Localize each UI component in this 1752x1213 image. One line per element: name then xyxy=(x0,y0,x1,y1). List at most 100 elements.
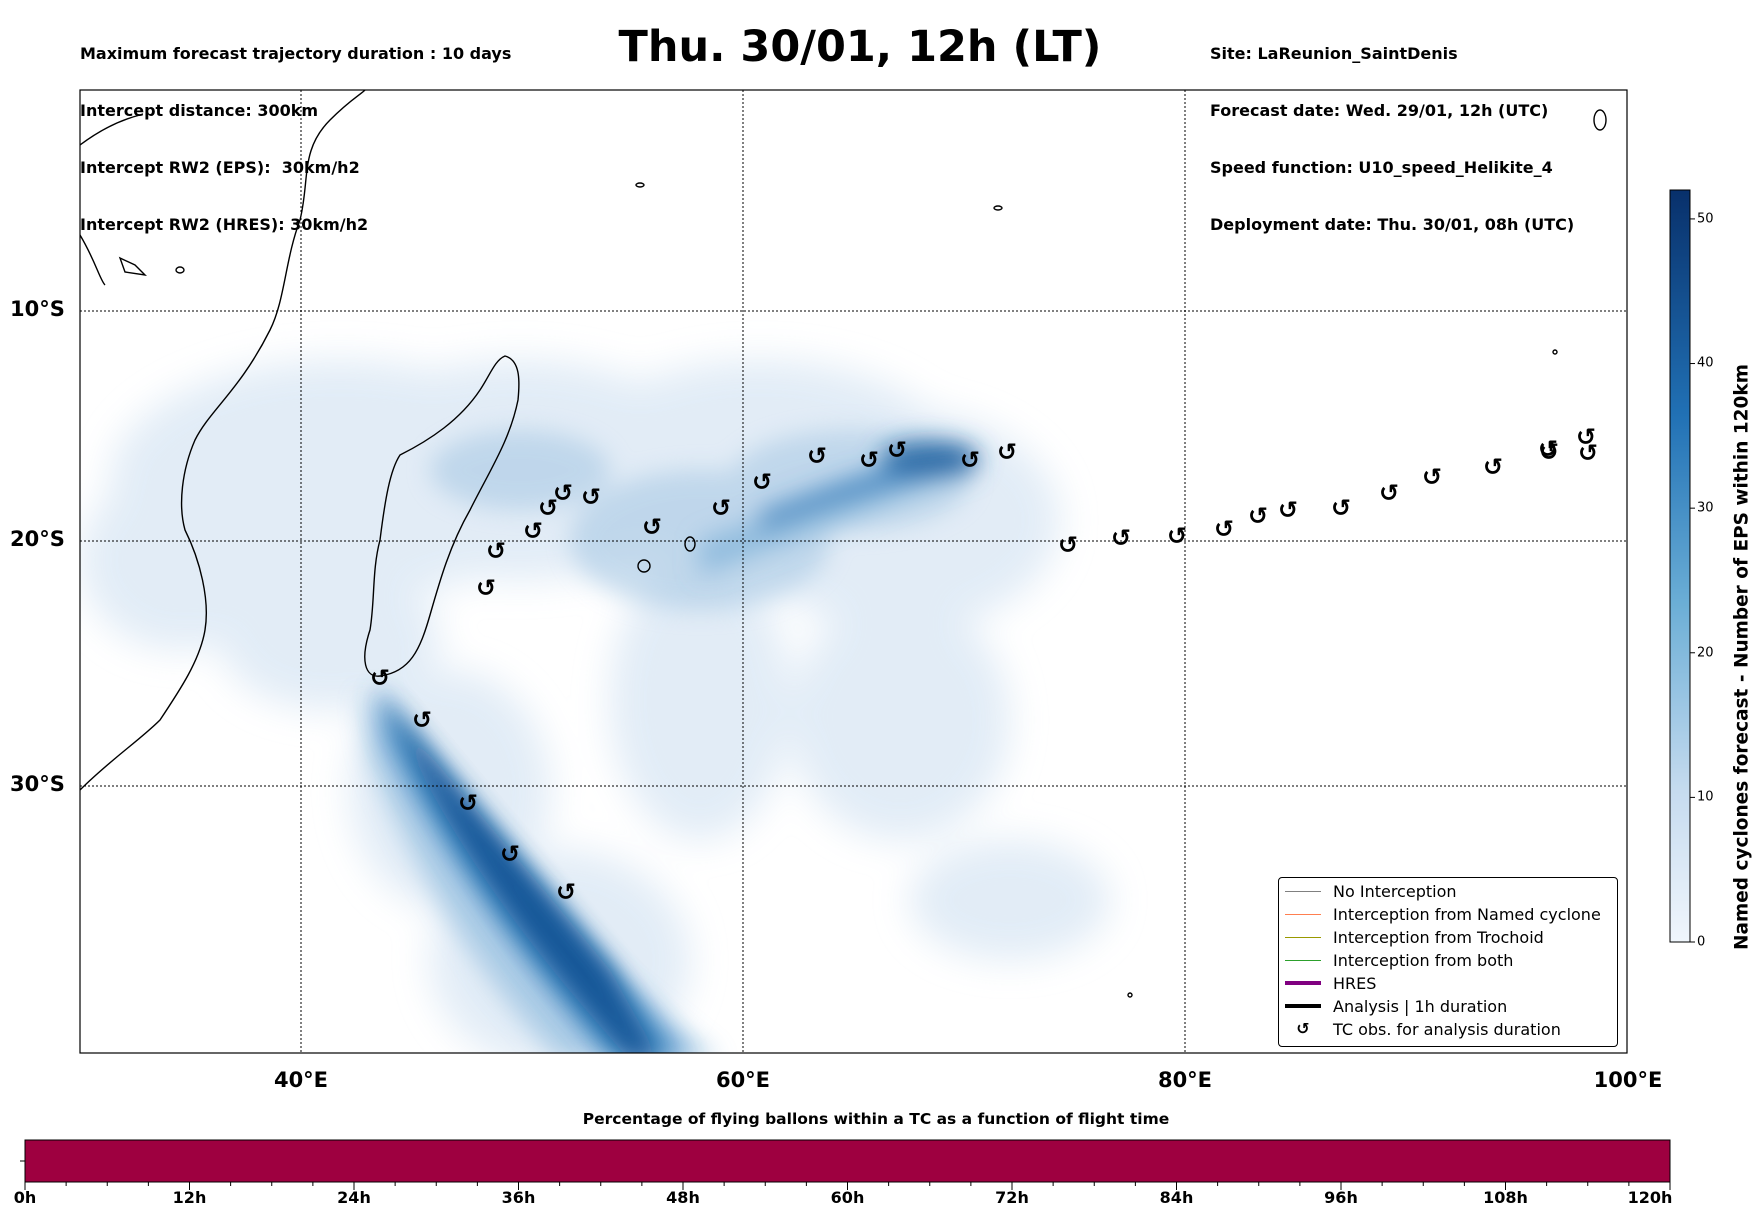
legend-item-analysis: Analysis | 1h duration xyxy=(1285,995,1507,1017)
cyclone-marker-icon: ↺ xyxy=(1538,435,1558,463)
header-line: Site: LaReunion_SaintDenis xyxy=(1210,44,1458,63)
legend-label: Interception from Trochoid xyxy=(1333,927,1544,947)
cyclone-marker-icon: ↺ xyxy=(486,537,506,565)
header-line: Maximum forecast trajectory duration : 1… xyxy=(80,44,512,63)
cyclone-marker-icon: ↺ xyxy=(887,436,907,464)
legend-item-tc-obs: ↺ TC obs. for analysis duration xyxy=(1285,1018,1561,1040)
cyclone-marker-icon: ↺ xyxy=(370,664,390,692)
cyclone-marker-icon: ↺ xyxy=(1296,1019,1310,1038)
legend-swatch xyxy=(1285,913,1321,915)
map-legend: No Interception Interception from Named … xyxy=(1278,877,1618,1047)
cyclone-marker-icon: ↺ xyxy=(458,789,478,817)
coastlines xyxy=(80,90,1607,998)
colorbar-tick-label: 30 xyxy=(1697,500,1714,516)
legend-item-hres: HRES xyxy=(1285,972,1376,994)
colorbar-gradient xyxy=(1669,189,1691,943)
header-line: Forecast date: Wed. 29/01, 12h (UTC) xyxy=(1210,101,1549,120)
cyclone-marker-icon: ↺ xyxy=(538,494,558,522)
lon-label-80e: 80°E xyxy=(1157,1068,1213,1092)
legend-swatch xyxy=(1285,959,1321,961)
flight-time-label: 24h xyxy=(337,1188,371,1207)
flight-time-label: 108h xyxy=(1483,1188,1528,1207)
map-plot-area: ↺↺↺↺↺↺↺↺↺↺ ↺↺↺↺↺ ↺ ↺ ↺ ↺↺ ↺ ↺ ↺ ↺ ↺ ↺↺↺ ↺↺↺ ↺↺ xyxy=(80,90,1627,1053)
cyclone-marker-icon: ↺ xyxy=(553,479,573,507)
eps-density-north-band xyxy=(700,440,980,575)
header-line: Intercept RW2 (EPS): 30km/h2 xyxy=(80,158,360,177)
flight-time-label: 84h xyxy=(1159,1188,1194,1207)
flight-time-label: 12h xyxy=(172,1188,207,1207)
lon-label-60e: 60°E xyxy=(715,1068,771,1092)
colorbar-title: Named cyclones forecast - Number of EPS … xyxy=(1731,363,1752,951)
cyclone-marker-icon: ↺ xyxy=(523,517,543,545)
cyclone-marker-icon: ↺ xyxy=(859,446,879,474)
legend-label: HRES xyxy=(1333,973,1377,993)
flight-time-bar xyxy=(20,1139,1671,1190)
legend-item-no-interception: No Interception xyxy=(1285,880,1457,902)
cyclone-marker-icon: ↺ xyxy=(1379,479,1399,507)
colorbar-tick-label: 40 xyxy=(1697,355,1714,371)
cyclone-marker-icon: ↺ xyxy=(476,574,496,602)
flight-time-label: 36h xyxy=(501,1188,536,1207)
cyclone-marker-icon: ↺ xyxy=(642,513,662,541)
legend-label: TC obs. for analysis duration xyxy=(1333,1019,1561,1039)
lat-label-10s: 10°S xyxy=(10,297,65,321)
lat-label-30s: 30°S xyxy=(10,772,65,796)
legend-label: Analysis | 1h duration xyxy=(1333,996,1508,1016)
page-title: Thu. 30/01, 12h (LT) xyxy=(618,22,1102,72)
legend-swatch xyxy=(1285,981,1321,985)
legend-label: Interception from Named cyclone xyxy=(1333,904,1601,924)
legend-item-named-cyclone: Interception from Named cyclone xyxy=(1285,903,1601,925)
cyclone-marker-icon: ↺ xyxy=(1058,531,1078,559)
legend-swatch xyxy=(1285,936,1321,938)
cyclone-marker-icon: ↺ xyxy=(1214,515,1234,543)
cyclone-marker-icon: ↺ xyxy=(1539,438,1559,466)
flight-time-label: 96h xyxy=(1324,1188,1358,1207)
cyclone-marker-icon: ↺ xyxy=(1578,439,1598,467)
cyclone-marker-icon: ↺ xyxy=(556,878,576,906)
flight-time-bar-fill xyxy=(24,1139,1671,1183)
cyclone-marker-icon: ↺ xyxy=(1167,522,1187,550)
colorbar-tick-label: 50 xyxy=(1697,211,1714,227)
cyclone-marker-icon: ↺ xyxy=(1422,463,1442,491)
cyclone-marker-icon: ↺ xyxy=(960,446,980,474)
cyclone-marker-icon: ↺ xyxy=(1576,423,1596,451)
header-line: Speed function: U10_speed_Helikite_4 xyxy=(1210,158,1553,177)
cyclone-marker-icon: ↺ xyxy=(1483,453,1503,481)
cyclone-marker-icon: ↺ xyxy=(581,483,601,511)
lat-label-20s: 20°S xyxy=(10,527,65,551)
colorbar-tick-label: 0 xyxy=(1697,934,1706,950)
cyclone-marker-icon: ↺ xyxy=(1111,524,1131,552)
eps-density-south-band xyxy=(360,685,712,1053)
legend-item-both: Interception from both xyxy=(1285,949,1513,971)
tc-observation-markers: ↺↺↺↺↺↺↺↺↺↺ ↺↺↺↺↺ ↺ ↺ ↺ ↺↺ ↺ ↺ ↺ ↺ ↺ ↺↺↺ ↺↺↺ ↺↺ xyxy=(370,423,1598,906)
cyclone-marker-icon: ↺ xyxy=(752,468,772,496)
cyclone-marker-icon: ↺ xyxy=(997,438,1017,466)
cyclone-marker-icon: ↺ xyxy=(711,494,731,522)
legend-label: No Interception xyxy=(1333,881,1457,901)
colorbar-tick-label: 10 xyxy=(1697,789,1714,805)
header-line: Deployment date: Thu. 30/01, 08h (UTC) xyxy=(1210,215,1575,234)
graticule xyxy=(80,90,1627,1053)
header-info-right: Site: LaReunion_SaintDenis Forecast date… xyxy=(1210,6,1574,253)
header-line: Intercept distance: 300km xyxy=(80,101,319,120)
legend-swatch xyxy=(1285,890,1321,892)
header-info-left: Maximum forecast trajectory duration : 1… xyxy=(80,6,511,253)
legend-label: Interception from both xyxy=(1333,950,1514,970)
cyclone-marker-icon: ↺ xyxy=(807,442,827,470)
legend-swatch xyxy=(1285,1004,1321,1008)
lon-label-100e: 100°E xyxy=(1593,1068,1663,1092)
colorbar xyxy=(1669,189,1695,943)
cyclone-marker-icon: ↺ xyxy=(412,706,432,734)
colorbar-ticks xyxy=(1690,218,1695,943)
flight-time-label: 72h xyxy=(995,1188,1029,1207)
header-line: Intercept RW2 (HRES): 30km/h2 xyxy=(80,215,369,234)
legend-item-trochoid: Interception from Trochoid xyxy=(1285,926,1544,948)
flight-time-label: 48h xyxy=(666,1188,700,1207)
cyclone-marker-icon: ↺ xyxy=(1278,496,1298,524)
flight-time-label: 120h xyxy=(1627,1188,1673,1207)
cyclone-marker-icon: ↺ xyxy=(1248,502,1268,530)
cyclone-marker-icon: ↺ xyxy=(1331,494,1351,522)
map-frame xyxy=(79,89,1628,1054)
flight-time-label: 0h xyxy=(13,1188,37,1207)
